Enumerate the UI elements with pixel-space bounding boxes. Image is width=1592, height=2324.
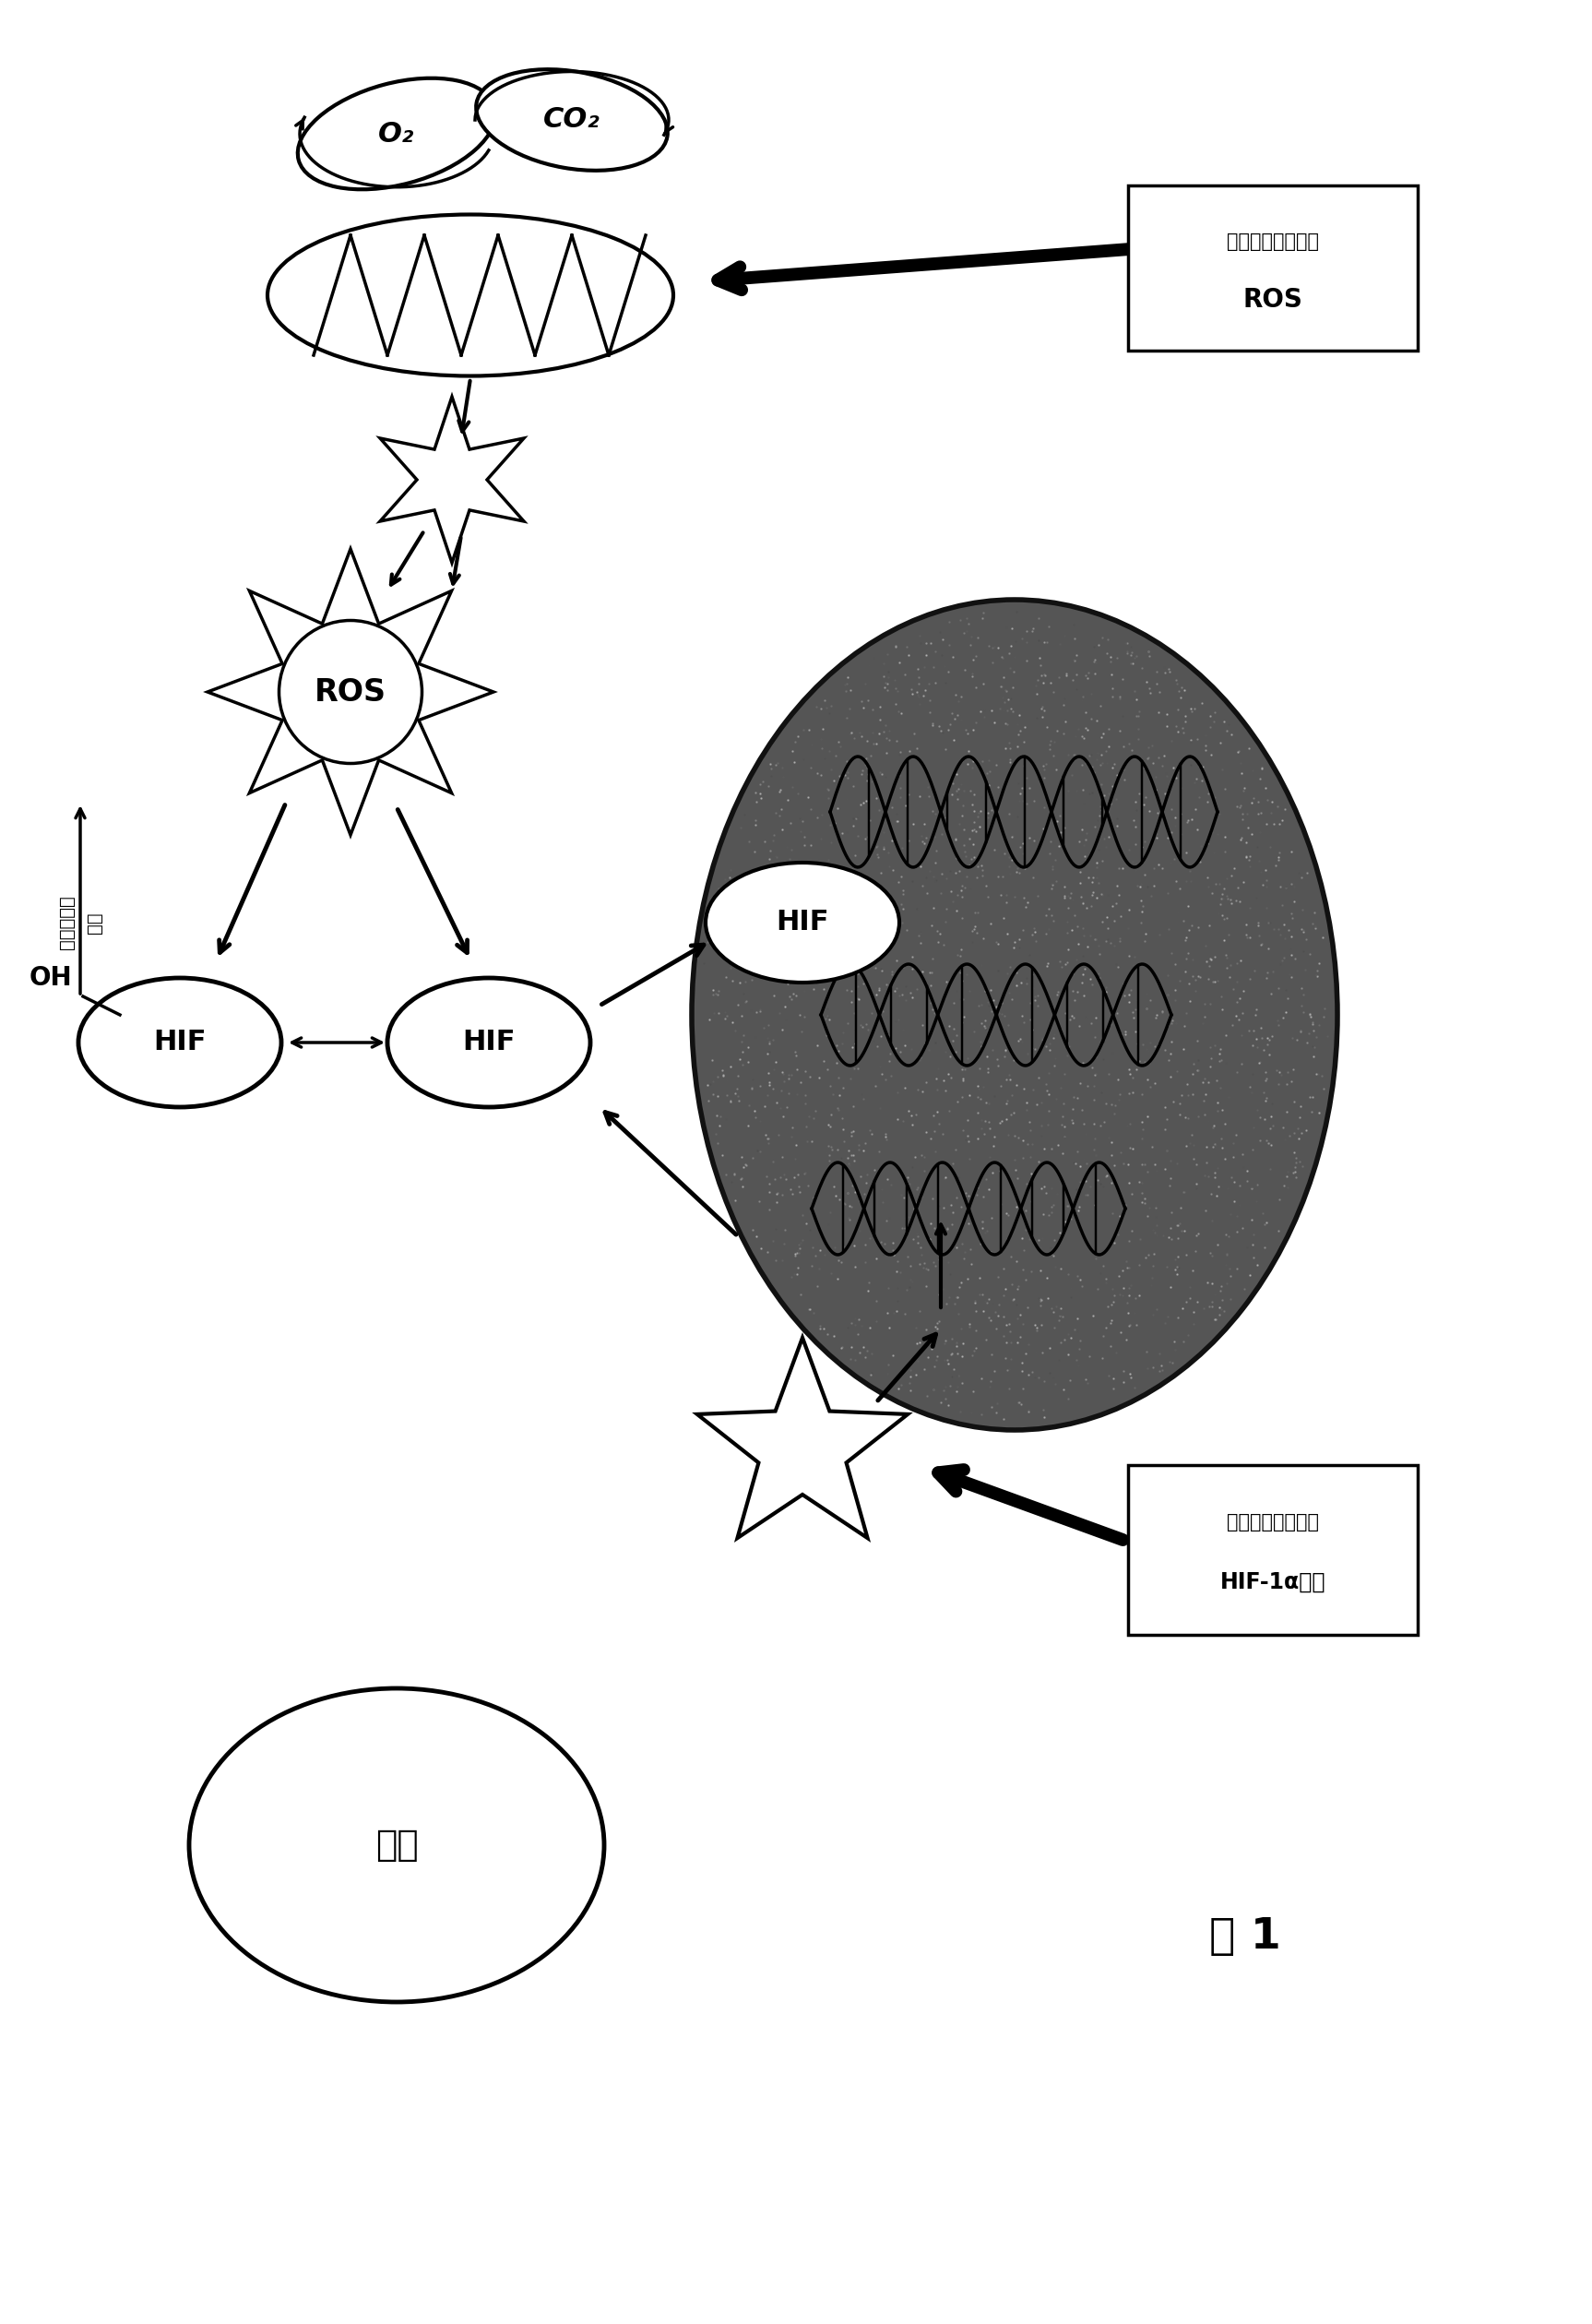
Text: HIF-1α表达: HIF-1α表达 xyxy=(1219,1571,1326,1594)
Ellipse shape xyxy=(279,621,422,765)
Text: HIF: HIF xyxy=(153,1030,207,1055)
Text: ROS: ROS xyxy=(1243,286,1302,314)
Ellipse shape xyxy=(78,978,282,1106)
Text: 本发明化合物上调: 本发明化合物上调 xyxy=(1227,232,1320,251)
FancyBboxPatch shape xyxy=(1129,1464,1417,1634)
Text: OH: OH xyxy=(29,964,72,990)
Text: ROS: ROS xyxy=(315,676,387,706)
Ellipse shape xyxy=(705,862,899,983)
Text: 降解: 降解 xyxy=(86,911,103,934)
Text: 遭在蛋白化: 遭在蛋白化 xyxy=(57,895,75,951)
Ellipse shape xyxy=(267,214,673,376)
Text: 鐵矾: 鐵矾 xyxy=(376,1827,419,1864)
Ellipse shape xyxy=(298,79,495,188)
Polygon shape xyxy=(207,548,494,834)
Ellipse shape xyxy=(189,1687,603,2001)
Ellipse shape xyxy=(387,978,591,1106)
Polygon shape xyxy=(380,397,524,562)
Text: HIF: HIF xyxy=(462,1030,516,1055)
Ellipse shape xyxy=(693,600,1337,1429)
Text: CO₂: CO₂ xyxy=(543,107,600,132)
Polygon shape xyxy=(697,1339,907,1538)
Ellipse shape xyxy=(476,70,667,170)
Text: O₂: O₂ xyxy=(379,121,416,146)
FancyBboxPatch shape xyxy=(1129,186,1417,351)
Text: HIF: HIF xyxy=(775,909,829,937)
Text: 图 1: 图 1 xyxy=(1210,1917,1282,1959)
Text: 本发明化合物抑制: 本发明化合物抑制 xyxy=(1227,1513,1320,1532)
